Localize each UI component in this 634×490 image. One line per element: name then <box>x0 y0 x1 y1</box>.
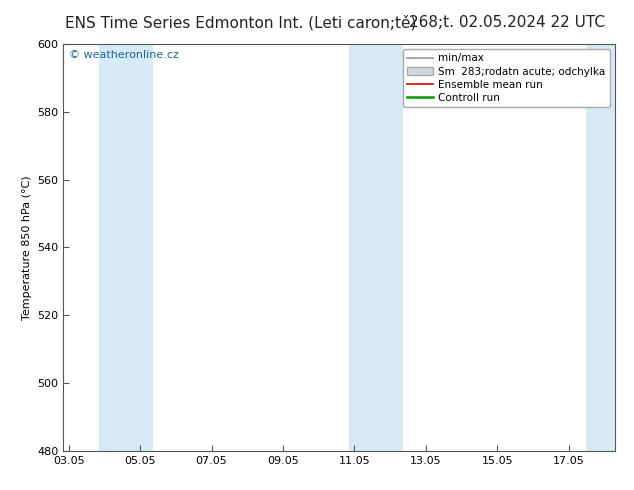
Text: 268;t. 02.05.2024 22 UTC: 268;t. 02.05.2024 22 UTC <box>409 15 605 30</box>
Bar <box>99 44 122 451</box>
Bar <box>122 44 153 451</box>
Text: ENS Time Series Edmonton Int. (Leti caron;tě): ENS Time Series Edmonton Int. (Leti caro… <box>65 15 417 30</box>
Legend: min/max, Sm  283;rodatn acute; odchylka, Ensemble mean run, Controll run: min/max, Sm 283;rodatn acute; odchylka, … <box>403 49 610 107</box>
Bar <box>349 44 372 451</box>
Bar <box>586 44 615 451</box>
Text: © weatheronline.cz: © weatheronline.cz <box>69 50 179 60</box>
Bar <box>372 44 403 451</box>
Y-axis label: Temperature 850 hPa (°C): Temperature 850 hPa (°C) <box>22 175 32 320</box>
